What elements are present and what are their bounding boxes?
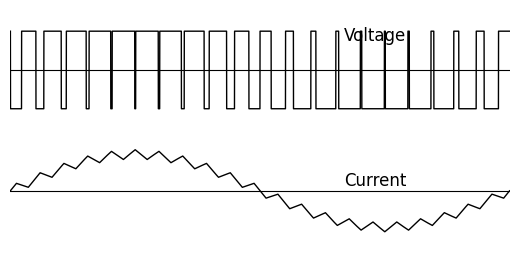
Text: Voltage: Voltage (344, 27, 406, 45)
Text: Current: Current (344, 172, 406, 190)
